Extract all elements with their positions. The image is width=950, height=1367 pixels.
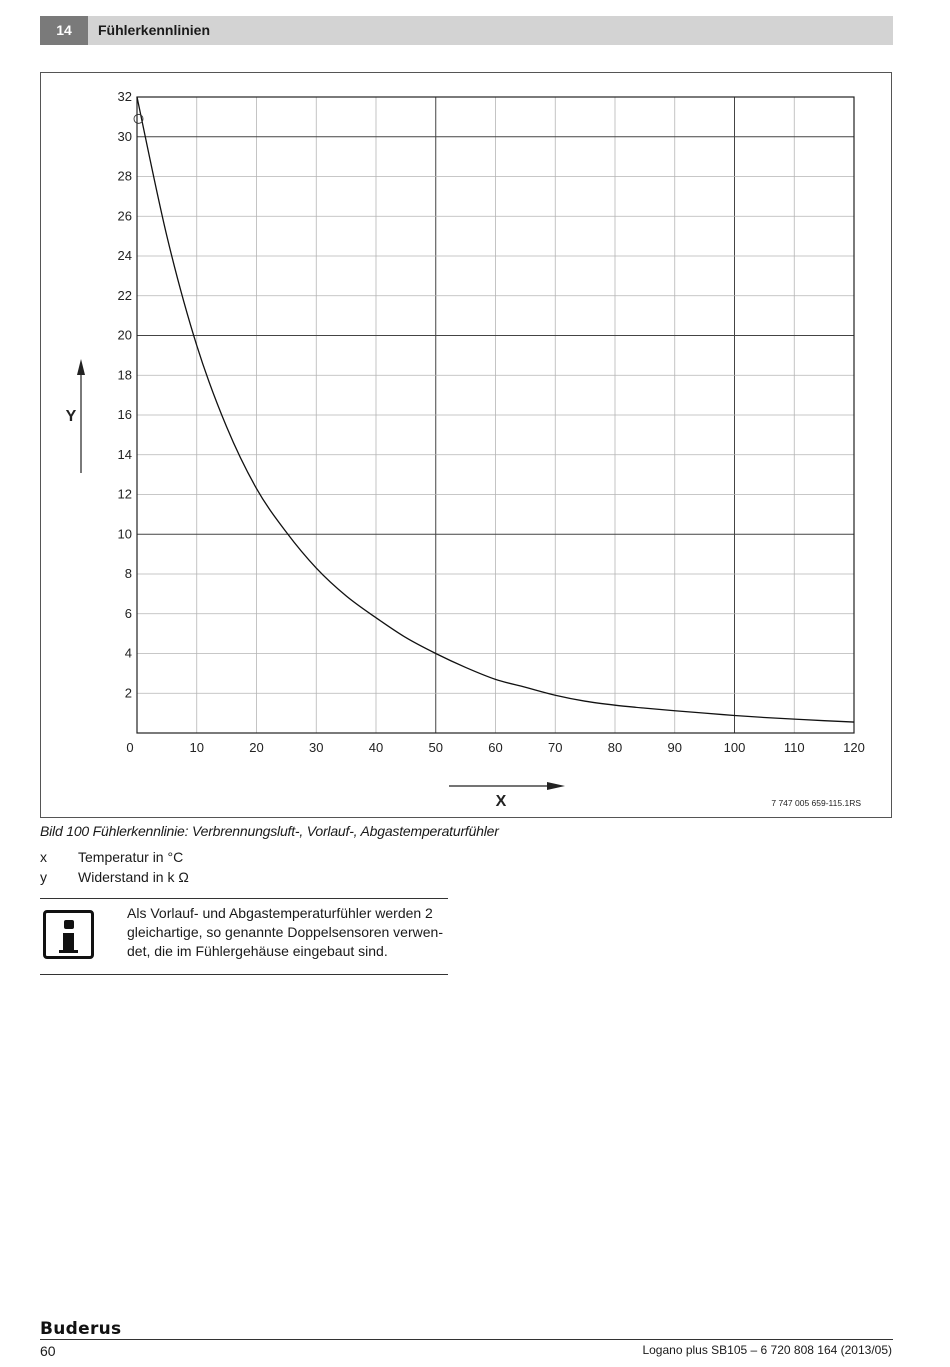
document-reference: Logano plus SB105 – 6 720 808 164 (2013/… [642,1343,892,1357]
legend-key: x [40,849,47,865]
x-tick-label: 100 [724,740,746,755]
x-tick-label: 60 [488,740,502,755]
figure-frame: 2 4 6 8 10 12 14 16 18 20 22 24 26 28 30 32 0 10 20 30 40 50 6… [40,72,892,818]
y-tick-label: 2 [125,685,132,700]
y-tick-label: 30 [118,129,132,144]
y-tick-label: 26 [118,208,132,223]
note-line: Als Vorlauf- und Abgastemperaturfühler w… [127,905,433,921]
legend-text: Temperatur in °C [78,849,184,865]
resistance-curve [136,96,855,723]
legend-key: y [40,869,47,885]
footer-divider [40,1339,893,1340]
chapter-title: Fühlerkennlinien [98,22,211,38]
legend-item-x: x Temperatur in °C [40,849,183,865]
note-text: Als Vorlauf- und Abgastemperaturfühler w… [127,904,443,961]
x-axis-arrowhead [547,782,565,790]
info-note: Als Vorlauf- und Abgastemperaturfühler w… [40,898,448,975]
y-tick-label: 20 [118,328,132,343]
y-tick-label: 32 [118,89,132,104]
x-tick-label: 120 [843,740,865,755]
x-tick-label: 50 [429,740,443,755]
legend-item-y: y Widerstand in k Ω [40,869,189,885]
x-tick-label: 80 [608,740,622,755]
y-axis-label: Y [66,408,77,425]
x-tick-label: 110 [784,740,805,755]
y-tick-label: 6 [125,606,132,621]
y-tick-label: 24 [118,248,132,263]
y-tick-label: 14 [118,447,132,462]
y-tick-label: 8 [125,566,132,581]
x-tick-label: 30 [309,740,323,755]
y-axis-arrowhead [77,359,85,375]
note-line: det, die im Fühlergehäuse eingebaut sind… [127,943,388,959]
page-number: 60 [40,1343,56,1359]
y-tick-label: 4 [125,646,132,661]
y-tick-label: 28 [118,169,132,184]
legend-text: Widerstand in k Ω [78,869,189,885]
x-tick-label: 70 [548,740,562,755]
x-tick-label: 0 [126,740,133,755]
note-line: gleichartige, so genannte Doppelsensoren… [127,924,443,940]
curve-marker-point [133,113,144,124]
info-icon [43,910,94,959]
chapter-number: 14 [40,16,88,45]
figure-reference-code: 7 747 005 659-115.1RS [771,798,861,808]
figure-caption: Bild 100 Fühlerkennlinie: Verbrennungslu… [40,823,499,839]
buderus-logo: Buderus [40,1319,122,1339]
x-tick-label: 10 [190,740,204,755]
y-tick-label: 16 [118,407,132,422]
y-tick-label: 10 [118,526,132,541]
x-tick-label: 20 [249,740,263,755]
x-tick-label: 90 [668,740,682,755]
x-axis-label: X [496,793,507,810]
y-tick-label: 22 [118,288,132,303]
plot-frame [136,96,855,734]
y-tick-label: 18 [118,367,132,382]
y-tick-label: 12 [118,487,132,502]
x-tick-label: 40 [369,740,383,755]
chapter-header: 14 Fühlerkennlinien [40,16,893,45]
